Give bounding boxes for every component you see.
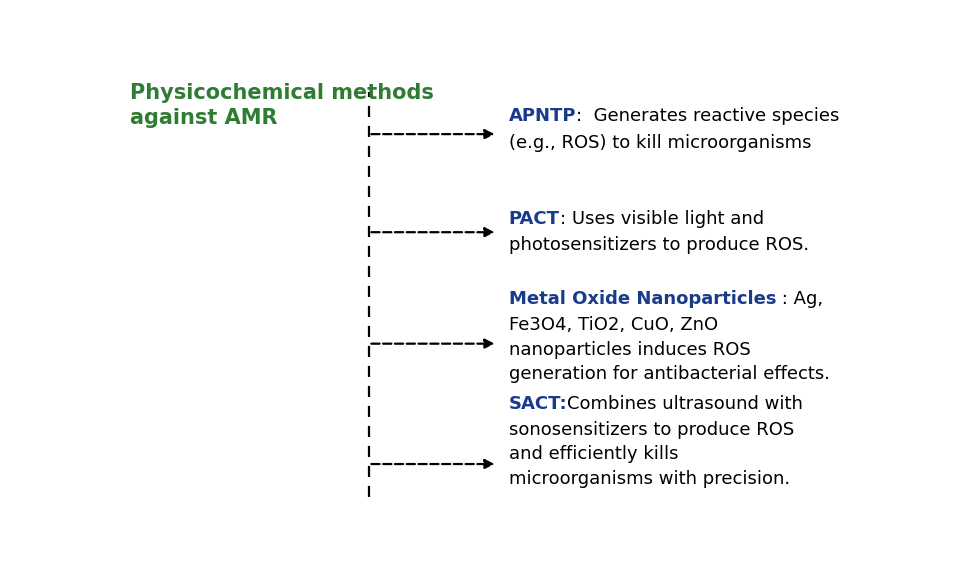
Text: (e.g., ROS) to kill microorganisms: (e.g., ROS) to kill microorganisms [508, 134, 811, 152]
Text: : Ag,: : Ag, [776, 290, 823, 308]
Text: Combines ultrasound with: Combines ultrasound with [567, 395, 802, 413]
Text: photosensitizers to produce ROS.: photosensitizers to produce ROS. [508, 236, 808, 254]
Text: Physicochemical methods
against AMR: Physicochemical methods against AMR [130, 83, 433, 127]
Text: APNTP: APNTP [508, 107, 575, 126]
Text: :  Generates reactive species: : Generates reactive species [575, 107, 839, 126]
Text: : Uses visible light and: : Uses visible light and [559, 210, 763, 228]
Text: PACT: PACT [508, 210, 559, 228]
Text: Metal Oxide Nanoparticles: Metal Oxide Nanoparticles [508, 290, 776, 308]
Text: SACT:: SACT: [508, 395, 567, 413]
Text: sonosensitizers to produce ROS
and efficiently kills
microorganisms with precisi: sonosensitizers to produce ROS and effic… [508, 421, 793, 488]
Text: Fe3O4, TiO2, CuO, ZnO
nanoparticles induces ROS
generation for antibacterial eff: Fe3O4, TiO2, CuO, ZnO nanoparticles indu… [508, 316, 828, 383]
